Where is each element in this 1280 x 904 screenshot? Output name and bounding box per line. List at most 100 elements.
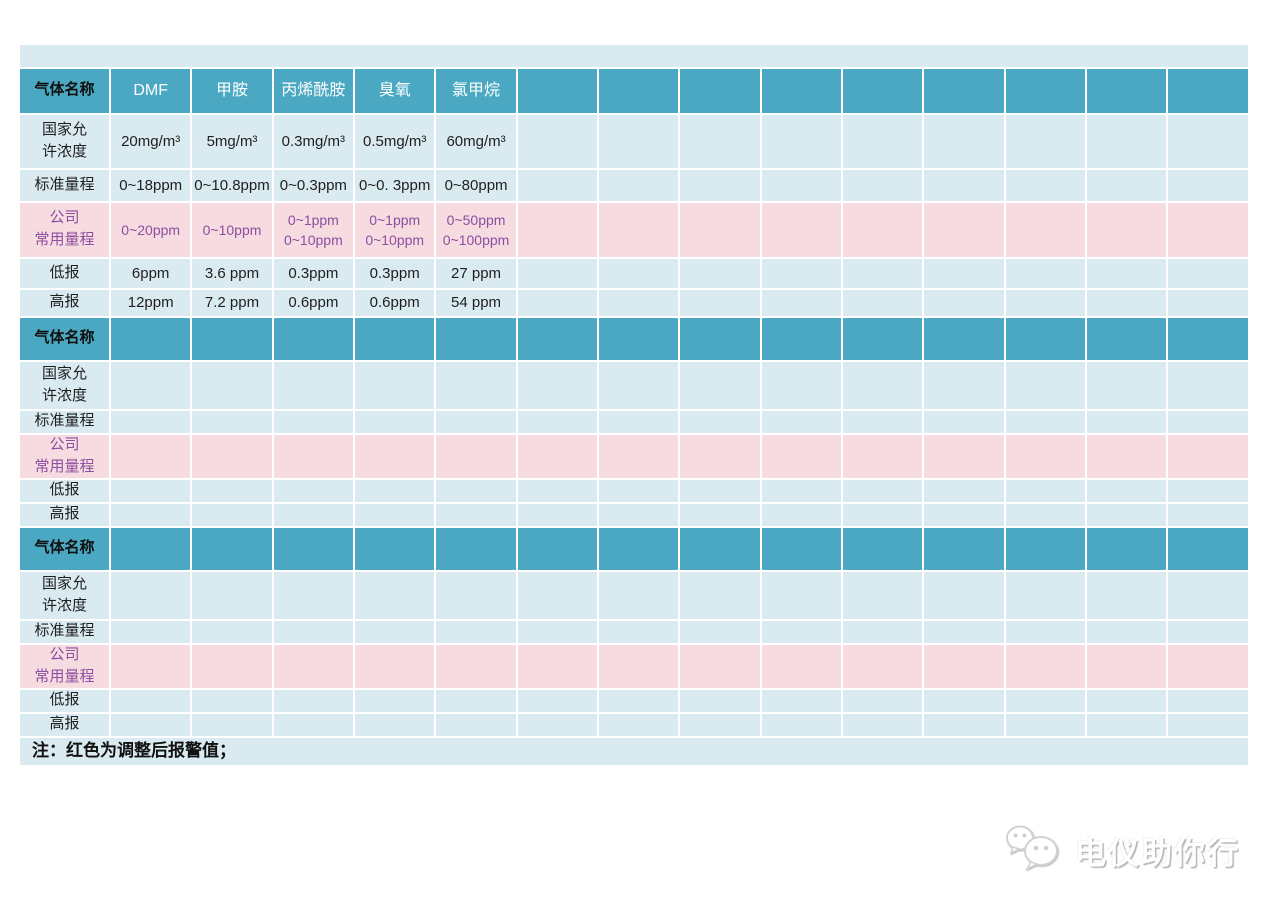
gas-name-cell	[1166, 316, 1250, 362]
value-cell	[353, 688, 437, 715]
value-cell	[434, 570, 518, 621]
value-cell	[1166, 432, 1250, 481]
value-cell	[597, 409, 681, 435]
gas-name-cell: 臭氧	[353, 67, 437, 115]
value-cell	[353, 360, 437, 411]
note-row: 注：红色为调整后报警值；	[18, 736, 1250, 767]
value-cell: 60mg/m³	[434, 113, 518, 170]
national-limit-row: 国家允 许浓度 20mg/m³ 5mg/m³ 0.3mg/m³ 0.5mg/m³ 60mg…	[18, 113, 1250, 170]
watermark: 电仪助你行	[1003, 823, 1240, 878]
gas-name-cell	[678, 67, 762, 115]
value-cell	[108, 688, 193, 715]
value-cell	[190, 688, 274, 715]
value-cell	[841, 502, 925, 528]
value-cell	[922, 288, 1006, 318]
value-cell	[678, 257, 762, 290]
row-label-cell: 气体名称	[18, 526, 111, 572]
value-cell	[190, 642, 274, 691]
value-cell	[271, 409, 356, 435]
value-cell	[841, 478, 925, 505]
value-cell: 12ppm	[108, 288, 193, 318]
value-cell	[271, 502, 356, 528]
row-label-cell: 标准量程	[18, 168, 111, 203]
standard-range-row: 标准量程	[18, 409, 1250, 435]
national-limit-row: 国家允 许浓度	[18, 570, 1250, 621]
row-label-cell: 标准量程	[18, 619, 111, 645]
row-label-cell: 高报	[18, 712, 111, 738]
value-cell	[1085, 257, 1169, 290]
gas-name-cell	[515, 316, 600, 362]
value-cell	[1166, 712, 1250, 738]
value-cell: 0~18ppm	[108, 168, 193, 203]
wechat-logo-icon	[1003, 823, 1065, 878]
gas-name-cell	[271, 526, 356, 572]
value-cell	[678, 113, 762, 170]
value-cell	[1085, 619, 1169, 645]
value-cell	[271, 642, 356, 691]
value-cell	[759, 168, 844, 203]
value-cell: 0~50ppm 0~100ppm	[434, 201, 518, 259]
value-cell: 0~1ppm 0~10ppm	[353, 201, 437, 259]
value-cell	[759, 642, 844, 691]
row-label-cell: 公司 常用量程	[18, 201, 111, 259]
value-cell	[108, 619, 193, 645]
value-cell	[759, 619, 844, 645]
value-cell: 7.2 ppm	[190, 288, 274, 318]
value-cell	[597, 619, 681, 645]
value-cell	[1166, 502, 1250, 528]
value-cell	[678, 409, 762, 435]
value-cell	[1003, 688, 1088, 715]
value-cell	[434, 688, 518, 715]
value-cell	[434, 619, 518, 645]
gas-name-cell	[1085, 316, 1169, 362]
value-cell	[597, 113, 681, 170]
value-cell	[597, 288, 681, 318]
gas-name-cell	[271, 316, 356, 362]
value-cell	[597, 168, 681, 203]
value-cell	[841, 619, 925, 645]
gas-name-cell	[1003, 67, 1088, 115]
gas-name-cell	[1085, 526, 1169, 572]
value-cell	[515, 502, 600, 528]
value-cell	[1003, 168, 1088, 203]
gas-name-cell	[597, 526, 681, 572]
spec-sheet: 气体名称 DMF 甲胺 丙烯酰胺 臭氧 氯甲烷 国家允 许浓度 20mg/m³ 5mg/m³ 0.…	[18, 43, 1250, 767]
value-cell	[1085, 201, 1169, 259]
row-label-cell: 国家允 许浓度	[18, 113, 111, 170]
value-cell	[922, 570, 1006, 621]
value-cell	[190, 360, 274, 411]
gas-name-cell	[515, 67, 600, 115]
value-cell: 0~80ppm	[434, 168, 518, 203]
value-cell	[108, 360, 193, 411]
value-cell	[515, 642, 600, 691]
value-cell	[678, 288, 762, 318]
value-cell	[759, 257, 844, 290]
value-cell	[190, 502, 274, 528]
row-label-cell: 气体名称	[18, 67, 111, 115]
value-cell	[190, 712, 274, 738]
gas-name-cell	[190, 316, 274, 362]
value-cell	[515, 288, 600, 318]
value-cell: 0.3mg/m³	[271, 113, 356, 170]
value-cell	[515, 409, 600, 435]
value-cell: 0~10.8ppm	[190, 168, 274, 203]
value-cell	[1085, 688, 1169, 715]
value-cell	[434, 712, 518, 738]
standard-range-row: 标准量程 0~18ppm 0~10.8ppm 0~0.3ppm 0~0. 3ppm 0~8…	[18, 168, 1250, 203]
value-cell	[678, 478, 762, 505]
value-cell	[597, 478, 681, 505]
value-cell	[841, 168, 925, 203]
value-cell	[922, 712, 1006, 738]
value-cell	[271, 432, 356, 481]
value-cell: 0~0.3ppm	[271, 168, 356, 203]
value-cell	[1166, 570, 1250, 621]
gas-spec-table: 气体名称 DMF 甲胺 丙烯酰胺 臭氧 氯甲烷 国家允 许浓度 20mg/m³ 5mg/m³ 0.…	[18, 43, 1250, 767]
value-cell	[515, 619, 600, 645]
value-cell	[1003, 257, 1088, 290]
value-cell: 54 ppm	[434, 288, 518, 318]
value-cell	[597, 432, 681, 481]
value-cell: 27 ppm	[434, 257, 518, 290]
value-cell	[1166, 642, 1250, 691]
value-cell	[597, 201, 681, 259]
value-cell	[759, 360, 844, 411]
